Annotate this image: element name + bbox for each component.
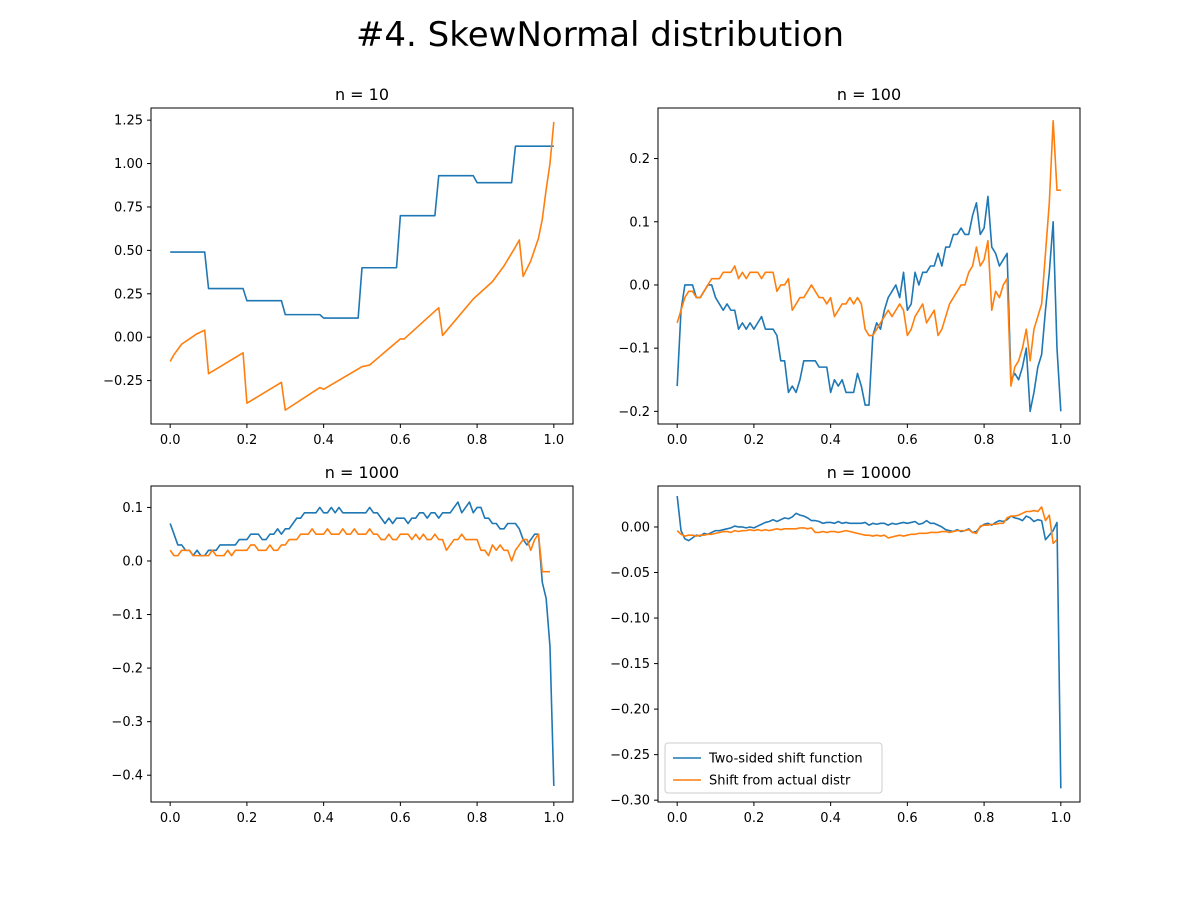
- series-line-2: [676, 506, 1058, 545]
- y-tick-label: −0.4: [111, 769, 143, 784]
- x-tick-label: 1.0: [1050, 811, 1071, 826]
- legend-label: Shift from actual distr: [709, 774, 851, 789]
- x-tick-label: 0.8: [974, 811, 995, 826]
- x-tick-label: 1.0: [1050, 433, 1071, 448]
- axes-frame: [657, 107, 1081, 425]
- x-tick-label: 0.8: [974, 433, 995, 448]
- subplot-title: n = 10: [335, 85, 389, 104]
- x-tick-label: 0.4: [313, 433, 334, 448]
- subplot-4: n = 10000 0.0 0.2 0.4 0.6 0.8 1.0 −0.30 −0.25 −0.…: [610, 463, 1081, 826]
- y-tick-label: 0.0: [122, 554, 143, 569]
- subplot-2: n = 100 0.0 0.2 0.4 0.6 0.8 1.0 −0.2 −0.1 0.0 0.1 0…: [618, 85, 1081, 448]
- x-tick-label: 0.6: [390, 811, 411, 826]
- x-tick-label: 0.6: [390, 433, 411, 448]
- x-tick-label: 0.6: [897, 811, 918, 826]
- y-tick-label: −0.20: [610, 703, 650, 718]
- subplot-title: n = 1000: [325, 463, 399, 482]
- x-tick-label: 0.0: [667, 811, 688, 826]
- x-tick-label: 0.8: [467, 433, 488, 448]
- x-tick-label: 0.4: [313, 811, 334, 826]
- y-tick-label: 0.2: [629, 152, 650, 167]
- series-line-1: [676, 495, 1062, 789]
- x-tick-label: 0.8: [467, 811, 488, 826]
- legend-label: Two-sided shift function: [708, 752, 863, 767]
- x-tick-label: 0.4: [820, 811, 841, 826]
- x-tick-label: 0.0: [667, 433, 688, 448]
- series-group: [676, 119, 1062, 413]
- y-tick-label: −0.1: [618, 342, 650, 357]
- legend-box: [664, 742, 883, 794]
- series-group: [169, 121, 555, 411]
- x-tick-label: 0.4: [820, 433, 841, 448]
- axes-frame: [150, 485, 574, 803]
- x-tick-label: 0.2: [237, 433, 258, 448]
- y-tick-label: 0.75: [114, 200, 143, 215]
- x-tick-label: 1.0: [543, 811, 564, 826]
- y-tick-label: 0.1: [122, 501, 143, 516]
- axes-frame: [657, 485, 1081, 803]
- y-tick-label: 1.00: [114, 157, 143, 172]
- subplot-title: n = 100: [837, 85, 901, 104]
- series-group: [169, 501, 555, 786]
- y-tick-label: 0.0: [629, 278, 650, 293]
- y-tick-label: −0.25: [610, 748, 650, 763]
- subplot-1: n = 10 0.0 0.2 0.4 0.6 0.8 1.0 −0.25 0.00 0.25 0.5…: [103, 85, 574, 448]
- x-tick-label: 0.2: [744, 433, 765, 448]
- x-tick-label: 0.0: [160, 433, 181, 448]
- x-tick-label: 0.2: [744, 811, 765, 826]
- y-tick-label: −0.3: [111, 715, 143, 730]
- y-tick-label: −0.1: [111, 608, 143, 623]
- y-tick-label: −0.2: [618, 405, 650, 420]
- x-tick-label: 0.2: [237, 811, 258, 826]
- subplot-title: n = 10000: [827, 463, 912, 482]
- y-tick-label: 0.00: [114, 331, 143, 346]
- series-line-2: [169, 528, 550, 573]
- x-tick-label: 1.0: [543, 433, 564, 448]
- subplot-grid: n = 10 0.0 0.2 0.4 0.6 0.8 1.0 −0.25 0.00 0.25 0.5…: [103, 85, 1081, 826]
- y-tick-label: −0.30: [610, 794, 650, 809]
- x-tick-label: 0.0: [160, 811, 181, 826]
- subplot-3: n = 1000 0.0 0.2 0.4 0.6 0.8 1.0 −0.4 −0.3 −0.2 −0…: [111, 463, 574, 826]
- x-tick-label: 0.6: [897, 433, 918, 448]
- y-tick-label: −0.25: [103, 374, 143, 389]
- series-line-1: [676, 195, 1062, 413]
- figure-title: #4. SkewNormal distribution: [356, 15, 844, 55]
- series-group: [676, 495, 1062, 789]
- series-line-1: [169, 501, 555, 786]
- y-tick-label: 0.50: [114, 244, 143, 259]
- y-tick-label: 0.00: [621, 520, 650, 535]
- y-tick-label: 1.25: [114, 114, 143, 129]
- series-line-2: [676, 119, 1061, 387]
- y-tick-label: −0.10: [610, 612, 650, 627]
- y-tick-label: 0.1: [629, 215, 650, 230]
- y-tick-label: 0.25: [114, 287, 143, 302]
- legend: Two-sided shift function Shift from actua…: [664, 742, 883, 794]
- y-tick-label: −0.05: [610, 566, 650, 581]
- axes-frame: [150, 107, 574, 425]
- y-tick-label: −0.2: [111, 662, 143, 677]
- series-line-2: [169, 121, 555, 411]
- series-line-1: [170, 145, 554, 319]
- y-tick-label: −0.15: [610, 657, 650, 672]
